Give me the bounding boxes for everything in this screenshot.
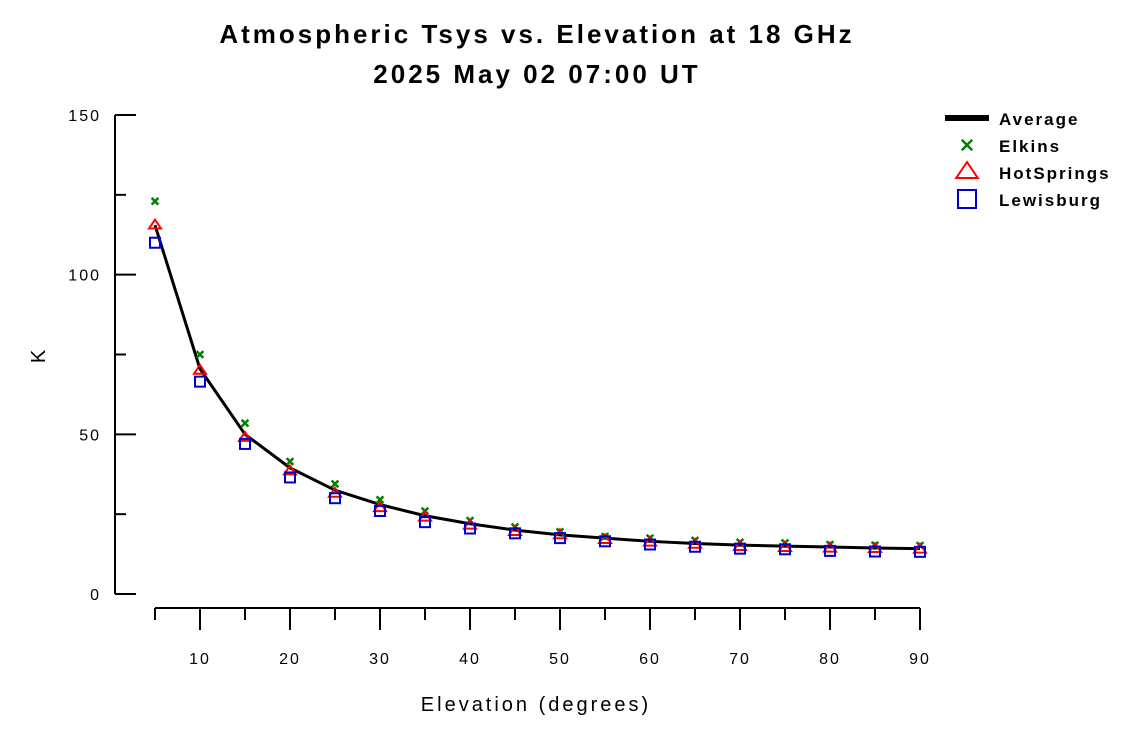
point-lewisburg [869,545,881,558]
point-elkins [150,196,160,206]
x-tick-label: 30 [369,651,391,668]
y-tick-label: 100 [68,268,101,285]
chart-subtitle: 2025 May 02 07:00 UT [373,59,700,89]
point-lewisburg [734,542,746,555]
point-elkins [375,495,385,505]
x-tick-label: 70 [729,651,751,668]
point-hotsprings [597,532,613,545]
legend-marker-elkins [960,138,974,152]
x-tick-label: 40 [459,651,481,668]
x-tick-label: 60 [639,651,661,668]
legend-label-average: Average [999,110,1079,129]
x-tick-label: 10 [189,651,211,668]
point-lewisburg [374,504,386,517]
legend-label-elkins: Elkins [999,137,1061,156]
point-lewisburg [914,545,926,558]
point-hotsprings [642,534,658,547]
point-lewisburg [554,532,566,545]
chart-title: Atmospheric Tsys vs. Elevation at 18 GHz [219,19,854,49]
x-tick-label: 20 [279,651,301,668]
legend-marker-lewisburg [957,189,977,209]
legend-label-hotsprings: HotSprings [999,164,1111,183]
point-elkins [195,350,205,359]
x-tick-label: 80 [819,651,841,668]
point-hotsprings [732,539,748,552]
legend: Average Elkins HotSprings Lewisburg [945,110,1111,210]
y-tick-label: 50 [79,427,101,444]
point-hotsprings [822,541,838,553]
point-hotsprings [777,540,793,552]
point-lewisburg [284,471,296,484]
point-elkins [240,418,250,428]
point-hotsprings [867,541,883,553]
plot-area [147,196,928,558]
point-lewisburg [824,544,836,557]
x-tick-label: 90 [909,651,931,668]
point-elkins [285,457,295,466]
point-elkins [330,479,340,489]
point-hotsprings [507,524,523,537]
point-lewisburg [239,437,251,450]
point-lewisburg [194,375,206,388]
point-lewisburg [464,522,476,535]
point-lewisburg [419,516,431,529]
point-lewisburg [509,527,521,540]
point-hotsprings [282,463,298,476]
point-hotsprings [687,537,703,549]
point-lewisburg [779,543,791,556]
point-lewisburg [149,236,161,249]
series-line-average [153,224,921,551]
legend-label-lewisburg: Lewisburg [999,191,1102,210]
y-axis-label: K [28,347,50,363]
x-tick-label: 50 [549,651,571,668]
point-lewisburg [329,492,341,505]
point-hotsprings [192,363,208,375]
point-lewisburg [599,535,611,548]
point-hotsprings [912,542,928,554]
point-lewisburg [644,538,656,551]
point-hotsprings [237,430,253,442]
axes: 0 50 100 150 10 20 30 40 50 60 70 80 90 [68,108,931,668]
point-lewisburg [689,540,701,553]
legend-marker-hotsprings [954,160,980,179]
y-tick-label: 0 [90,587,101,604]
point-hotsprings [147,217,163,230]
x-axis-label: Elevation (degrees) [421,694,651,716]
y-tick-label: 150 [68,108,101,125]
